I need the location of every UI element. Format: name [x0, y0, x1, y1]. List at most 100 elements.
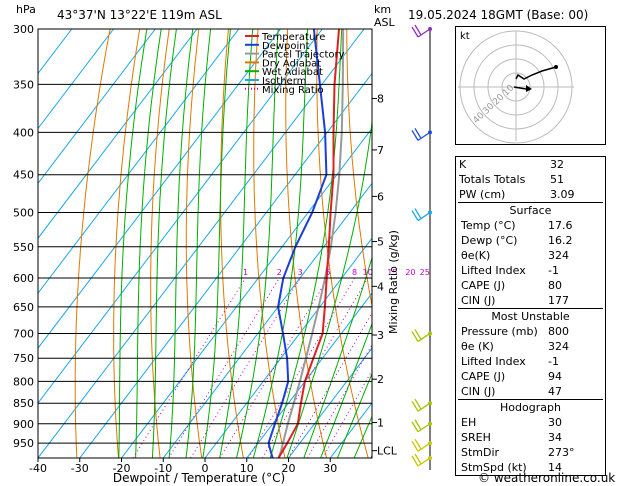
most-unstable-value: 47	[548, 385, 562, 398]
legend-label: Mixing Ratio	[262, 85, 324, 96]
isotherm-line	[121, 127, 372, 458]
temperature-tick-label: 10	[240, 462, 254, 475]
isotherm-line	[38, 29, 281, 349]
hodograph-stat-label: SREH	[461, 431, 491, 444]
most-unstable-value: 94	[548, 370, 562, 383]
pressure-tick-label: 500	[13, 207, 34, 220]
wet-adiabat-line	[185, 29, 212, 458]
temperature-tick-label: -20	[113, 462, 131, 475]
legend-label: Dewpoint	[262, 41, 310, 52]
height-unit-label-asl: ASL	[374, 16, 396, 29]
wind-barb	[411, 419, 432, 433]
temperature-tick-label: -10	[154, 462, 172, 475]
index-row: K 32	[456, 157, 605, 172]
mixing-ratio-line	[219, 277, 329, 458]
hodograph-stat-label: EH	[461, 416, 477, 429]
pressure-tick-label: 850	[13, 397, 34, 410]
hodograph-stat-row: SREH 34	[458, 430, 603, 445]
legend-item: Isotherm	[245, 76, 306, 87]
mixing-ratio-line	[168, 277, 280, 458]
wet-adiabat-line	[135, 29, 162, 458]
mixing-ratio-line	[190, 277, 301, 458]
temperature-tick-label: -40	[29, 462, 47, 475]
height-tick-label: 5	[377, 236, 384, 249]
pressure-tick-label: 300	[13, 23, 34, 36]
surface-label: Lifted Index	[461, 264, 526, 277]
location-title: 43°37'N 13°22'E 119m ASL	[57, 8, 222, 22]
pressure-tick-label: 750	[13, 352, 34, 365]
index-value: 3.09	[550, 188, 575, 201]
most-unstable-label: Pressure (mb)	[461, 325, 538, 338]
height-unit-label: km	[374, 3, 391, 16]
hodograph-stat-value: 34	[548, 431, 562, 444]
isotherm-line	[246, 292, 372, 458]
index-value: 51	[550, 173, 564, 186]
surface-title: Surface	[509, 204, 552, 217]
hodograph-stat-value: 14	[548, 461, 562, 474]
dry-adiabat-line	[285, 29, 328, 458]
surface-value: 80	[548, 279, 562, 292]
isotherm-line	[38, 29, 365, 458]
x-axis-title: Dewpoint / Temperature (°C)	[113, 471, 285, 485]
wind-barb	[411, 128, 432, 141]
hodograph-stat-label: StmSpd (kt)	[461, 461, 527, 474]
mixing-ratio-label: 8	[352, 268, 357, 277]
dry-adiabat-line	[613, 29, 629, 458]
most-unstable-value: -1	[548, 355, 559, 368]
height-tick-label: LCL	[377, 445, 398, 458]
wind-barb	[411, 208, 432, 222]
legend-item: Dry Adiabat	[245, 58, 321, 69]
hodograph-stat-row: StmDir 273°	[458, 445, 603, 460]
hodograph-stat-label: StmDir	[461, 446, 500, 459]
surface-value: 177	[548, 294, 569, 307]
index-row: Totals Totals 51	[456, 172, 605, 187]
surface-value: 16.2	[548, 234, 573, 247]
hodograph-stat-value: 273°	[548, 446, 575, 459]
temperature-tick-label: -30	[71, 462, 89, 475]
pressure-tick-label: 950	[13, 437, 34, 450]
wet-adiabat-line	[269, 29, 343, 458]
storm-motion-vector	[513, 86, 527, 90]
mixing-ratio-axis-title: Mixing Ratio (g/kg)	[387, 230, 400, 334]
isotherm-line	[38, 29, 323, 404]
hodograph-ring-label: 10	[501, 83, 516, 98]
pressure-tick-label: 550	[13, 241, 34, 254]
isotherm-line	[38, 29, 240, 295]
wet-adiabat-line	[336, 372, 372, 458]
dry-adiabat-line	[185, 29, 203, 458]
wind-barb	[411, 453, 432, 467]
most-unstable-label: CAPE (J)	[461, 370, 506, 383]
isotherm-line	[288, 347, 372, 458]
mixing-ratio-line	[132, 277, 246, 458]
mixing-ratio-line	[322, 369, 372, 458]
mixing-ratio-label: 1	[243, 268, 248, 277]
copyright-footer: © weatheronline.co.uk	[478, 471, 616, 485]
pressure-tick-label: 800	[13, 375, 34, 388]
most-unstable-row: Pressure (mb) 800	[458, 324, 603, 339]
dry-adiabat-line	[74, 29, 111, 458]
hodograph-trace	[515, 66, 557, 80]
surface-label: Dewp (°C)	[461, 234, 518, 247]
pressure-tick-label: 900	[13, 418, 34, 431]
index-value: 32	[550, 158, 564, 171]
mixing-ratio-label: 10	[363, 268, 373, 277]
hodograph-stats-title: Hodograph	[500, 401, 561, 414]
surface-label: θe(K)	[461, 249, 491, 262]
indices-panel: K 32 Totals Totals 51 PW (cm) 3.09 Surface Te…	[455, 156, 606, 476]
hodograph-stat-row: StmSpd (kt) 14	[458, 460, 603, 475]
wet-adiabat-line	[219, 29, 254, 458]
temperature-tick-label: 30	[323, 462, 337, 475]
hodograph-stat-value: 30	[548, 416, 562, 429]
plot-area	[38, 29, 629, 458]
hodograph-stat-row: EH 30	[458, 415, 603, 430]
temperature-tick-label: 0	[202, 462, 209, 475]
dry-adiabat-line	[220, 29, 244, 458]
most-unstable-value: 800	[548, 325, 569, 338]
legend-item: Dewpoint	[245, 41, 310, 52]
index-label: PW (cm)	[459, 188, 506, 201]
legend-label: Temperature	[261, 32, 325, 43]
surface-row: CIN (J) 177	[458, 293, 603, 308]
wet-adiabat-line	[151, 29, 177, 458]
height-tick-label: 7	[377, 144, 384, 157]
